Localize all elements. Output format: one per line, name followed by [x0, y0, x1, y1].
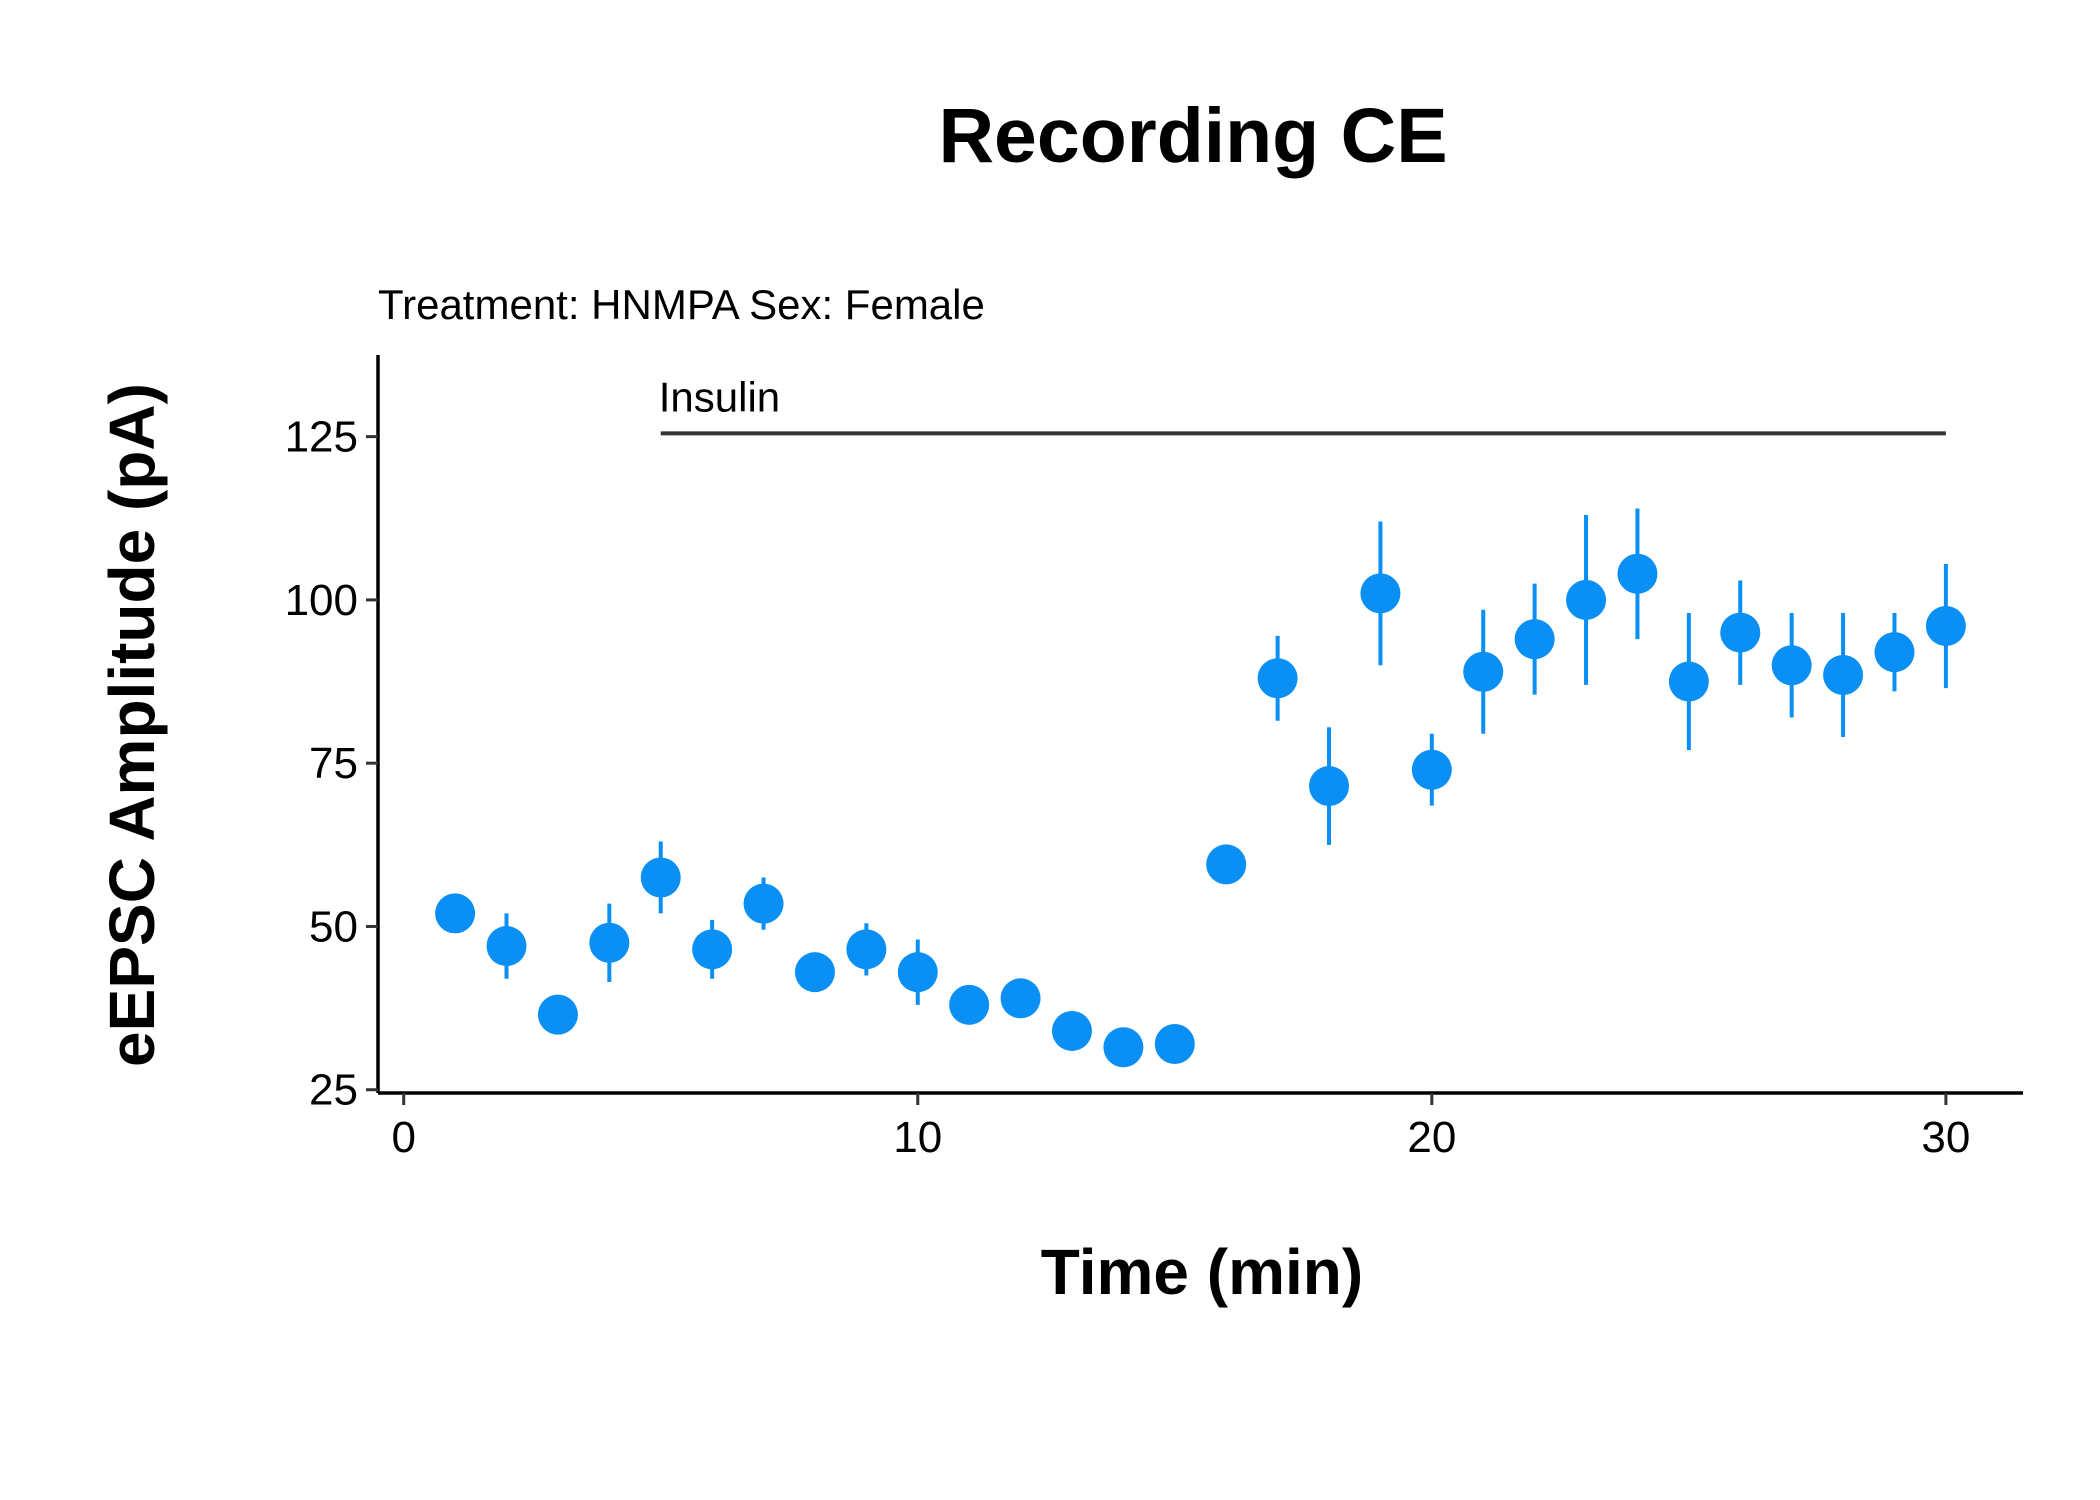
x-tick-label-20: 20 — [1407, 1113, 1456, 1162]
data-point-13 — [1051, 1010, 1092, 1051]
data-point-25 — [1668, 661, 1709, 702]
data-point-6 — [692, 929, 733, 970]
data-point-5 — [640, 857, 681, 898]
data-point-22 — [1514, 619, 1555, 660]
y-tick-label-25: 25 — [309, 1066, 358, 1115]
insulin-label: Insulin — [659, 373, 780, 420]
data-point-23 — [1566, 579, 1607, 620]
x-tick-label-30: 30 — [1921, 1113, 1970, 1162]
data-point-21 — [1463, 651, 1504, 692]
y-tick-label-125: 125 — [285, 413, 358, 462]
y-axis-title: eEPSC Amplitude (pA) — [96, 383, 168, 1067]
data-point-2 — [486, 926, 527, 967]
data-point-11 — [949, 984, 990, 1025]
error-bars — [504, 508, 1948, 1005]
insulin-annotation: Insulin — [659, 373, 1946, 436]
chart-subtitle: Treatment: HNMPA Sex: Female — [378, 281, 985, 328]
data-point-29 — [1874, 632, 1915, 673]
data-point-30 — [1925, 606, 1966, 647]
data-point-27 — [1771, 645, 1812, 686]
data-point-15 — [1154, 1024, 1195, 1065]
data-point-28 — [1823, 655, 1864, 696]
data-point-24 — [1617, 553, 1658, 594]
data-point-1 — [435, 893, 476, 934]
data-point-10 — [897, 952, 938, 993]
x-tick-label-0: 0 — [391, 1113, 415, 1162]
y-tick-label-100: 100 — [285, 576, 358, 625]
x-axis-title: Time (min) — [1041, 1236, 1363, 1308]
data-point-8 — [794, 952, 835, 993]
data-point-26 — [1720, 612, 1761, 653]
x-tick-label-10: 10 — [893, 1113, 942, 1162]
data-point-19 — [1360, 573, 1401, 614]
chart-title: Recording CE — [938, 93, 1447, 179]
data-point-7 — [743, 883, 784, 924]
y-axis-ticks: 25 50 75 100 125 — [285, 413, 378, 1115]
data-point-3 — [537, 994, 578, 1035]
y-tick-label-75: 75 — [309, 739, 358, 788]
data-point-16 — [1206, 844, 1247, 885]
data-point-14 — [1103, 1027, 1144, 1068]
data-point-17 — [1257, 658, 1298, 699]
data-point-9 — [846, 929, 887, 970]
data-point-12 — [1000, 978, 1041, 1019]
data-point-20 — [1411, 749, 1452, 790]
x-axis-ticks: 0 10 20 30 — [391, 1093, 1970, 1162]
data-points — [435, 553, 1966, 1068]
axes — [376, 355, 2023, 1095]
y-tick-label-50: 50 — [309, 902, 358, 951]
data-point-4 — [589, 922, 630, 963]
data-point-18 — [1309, 766, 1350, 807]
